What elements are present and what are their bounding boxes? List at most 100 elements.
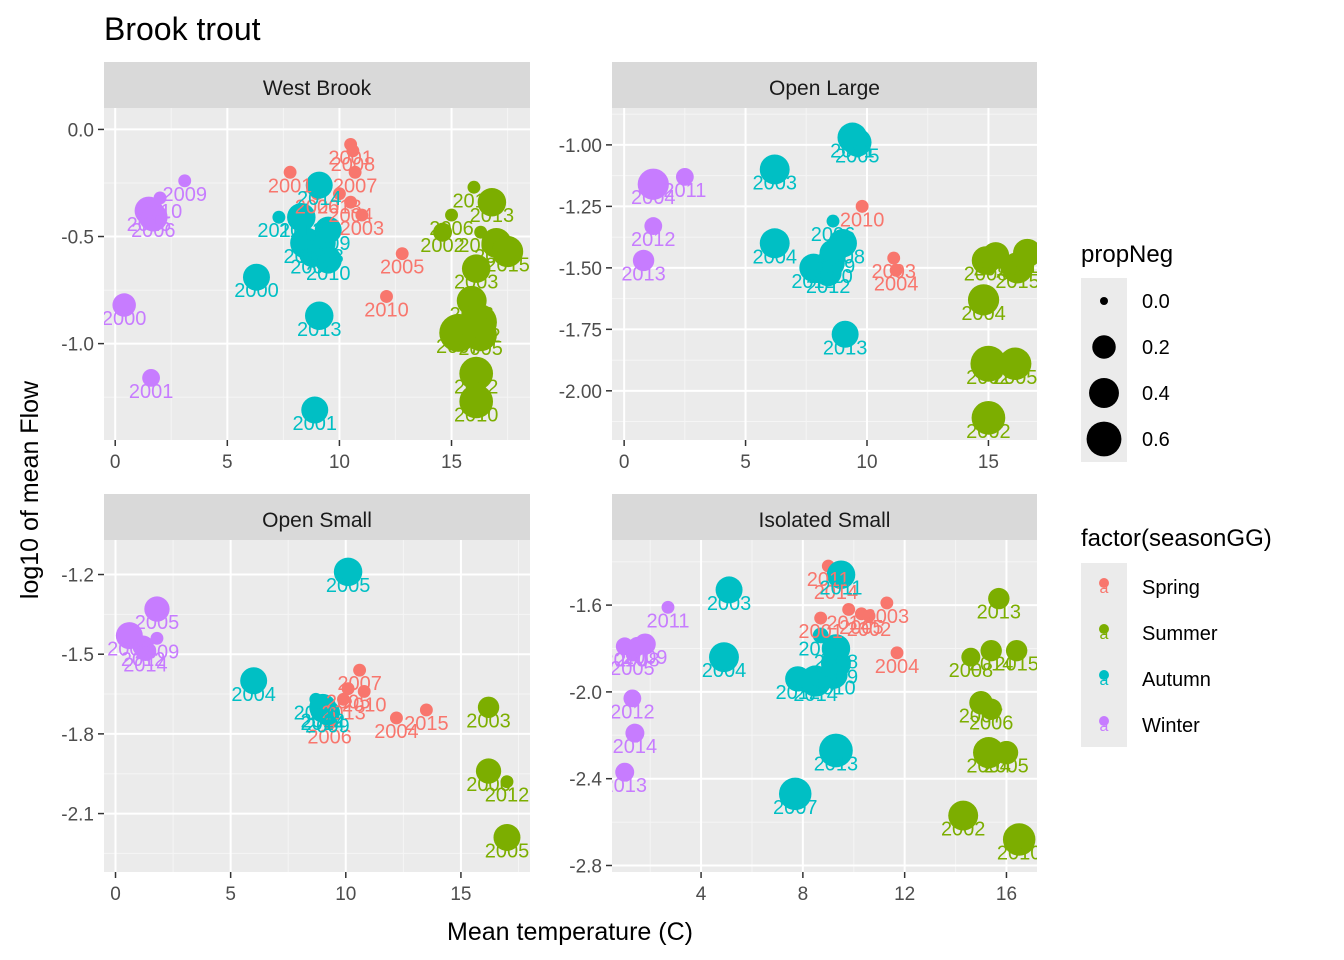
data-point <box>380 290 393 303</box>
data-label: 2008 <box>458 235 503 257</box>
data-point <box>353 663 367 677</box>
data-label: 2005 <box>839 617 884 639</box>
data-label: 2010 <box>602 649 647 671</box>
data-point <box>344 195 358 209</box>
data-label: 2004 <box>284 246 329 268</box>
y-tick-label: -2.00 <box>559 382 602 403</box>
data-label: 2012 <box>121 649 166 671</box>
data-label: 2003 <box>340 218 385 240</box>
data-point <box>305 171 333 199</box>
data-point <box>461 254 491 283</box>
data-label: 2008 <box>964 263 1009 285</box>
data-label: 2014 <box>814 582 859 604</box>
data-label: 2008 <box>331 154 376 176</box>
data-label: 2010 <box>342 694 387 716</box>
x-tick-label: 12 <box>894 884 915 905</box>
data-point <box>346 144 360 158</box>
data-point <box>862 609 876 623</box>
y-tick-label: -2.1 <box>61 805 94 826</box>
data-point <box>389 711 403 725</box>
x-axis-title: Mean temperature (C) <box>447 918 693 946</box>
data-label: 2004 <box>966 756 1011 778</box>
data-point <box>973 737 1005 769</box>
data-label: 2009 <box>814 667 859 689</box>
data-point <box>715 576 743 604</box>
data-point <box>144 596 170 622</box>
x-tick-label: 8 <box>798 884 809 905</box>
data-label: 2008 <box>814 651 859 673</box>
data-point <box>799 665 832 697</box>
data-label: 2005 <box>135 612 180 634</box>
x-tick-label: 10 <box>329 452 350 473</box>
data-label: 2001 <box>293 413 338 435</box>
data-point <box>890 646 904 660</box>
data-label: 2013 <box>321 702 366 724</box>
data-label: 2000 <box>102 308 147 330</box>
data-label: 2011 <box>452 190 495 212</box>
data-label: 2007 <box>436 336 481 358</box>
data-label: 2014 <box>793 684 838 706</box>
data-point <box>139 202 168 232</box>
data-point <box>459 356 494 391</box>
data-label: 2010 <box>811 678 856 700</box>
size-legend-label: 0.6 <box>1142 429 1170 451</box>
data-label: 2016 <box>294 702 339 724</box>
color-legend-key <box>1099 624 1109 634</box>
data-label: 2011 <box>663 180 706 202</box>
data-label: 2009 <box>162 184 207 206</box>
data-point <box>980 639 1002 662</box>
data-label: 2005 <box>485 840 530 862</box>
size-legend-label: 0.0 <box>1142 291 1170 313</box>
color-legend-key-glyph: a <box>1100 626 1109 643</box>
data-point <box>477 187 507 217</box>
y-tick-label: -1.25 <box>559 197 602 218</box>
x-tick-label: 5 <box>222 452 233 473</box>
y-tick-label: -1.0 <box>61 335 94 356</box>
color-legend-key-glyph: a <box>1100 718 1109 735</box>
data-point <box>135 642 155 662</box>
data-label: 2006 <box>131 220 176 242</box>
data-point <box>826 214 840 228</box>
data-label: 2007 <box>773 797 818 819</box>
x-tick-label: 15 <box>450 884 471 905</box>
data-point <box>814 611 828 625</box>
data-label: 2001 <box>798 621 843 643</box>
data-point <box>332 187 346 201</box>
data-point <box>814 259 842 287</box>
data-point <box>477 696 500 719</box>
data-label: 2006 <box>811 224 856 246</box>
data-point <box>855 199 869 213</box>
data-label: 2011 <box>807 569 850 591</box>
data-label: 2004 <box>374 721 419 743</box>
data-point <box>759 228 790 259</box>
data-label: 2005 <box>458 338 503 360</box>
color-legend-key <box>1099 716 1109 726</box>
data-point <box>150 631 164 645</box>
data-point <box>778 777 812 811</box>
data-label: 2015 <box>995 271 1040 293</box>
data-label: 2003 <box>466 710 511 732</box>
y-tick-label: -1.50 <box>559 259 602 280</box>
data-point <box>333 557 363 587</box>
data-point <box>464 318 497 352</box>
data-point <box>491 235 524 268</box>
y-tick-label: -1.8 <box>61 725 94 746</box>
data-label: 2005 <box>610 658 655 680</box>
data-label: 2004 <box>702 660 747 682</box>
data-label: 2012 <box>776 682 821 704</box>
panel-background <box>104 108 530 440</box>
y-tick-label: -1.5 <box>61 645 94 666</box>
x-tick-label: 5 <box>740 452 751 473</box>
data-label: 2006 <box>295 197 340 219</box>
size-legend-key <box>1092 335 1116 359</box>
data-point <box>644 217 663 235</box>
data-layer: 2011201420032012200520022001200420132014… <box>602 559 1042 864</box>
data-label: 2015 <box>485 255 530 277</box>
data-label: 2004 <box>961 303 1006 325</box>
data-point <box>675 167 694 186</box>
data-label: 2010 <box>997 842 1042 864</box>
color-legend-title: factor(seasonGG) <box>1081 525 1272 552</box>
data-point <box>843 128 872 157</box>
